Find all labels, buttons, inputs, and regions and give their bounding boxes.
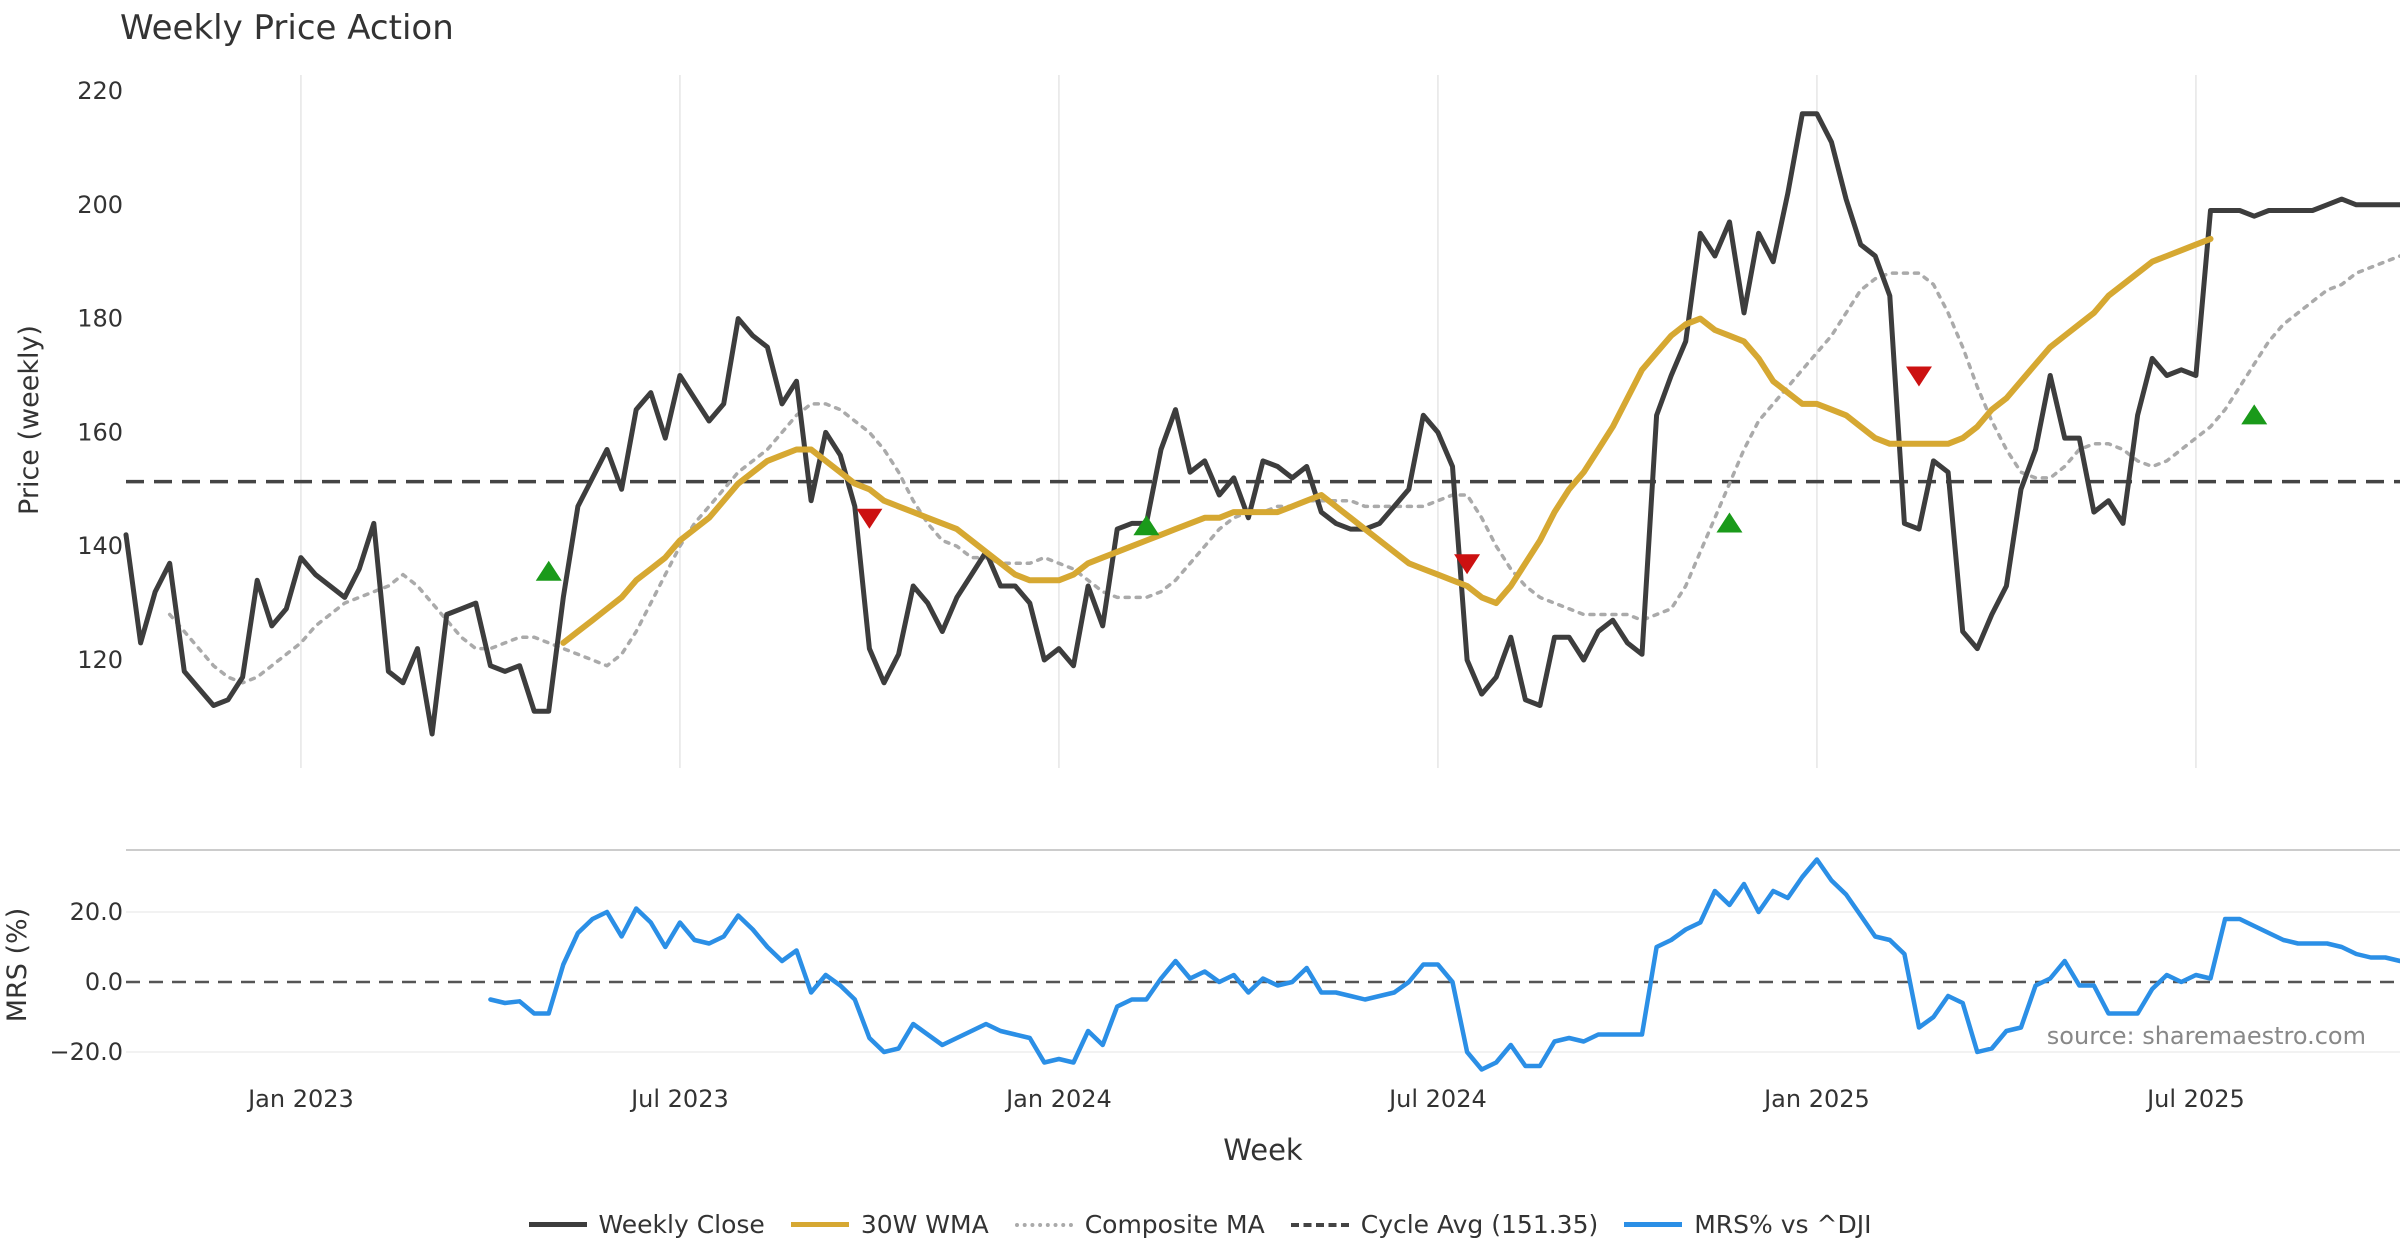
legend: Weekly Close 30W WMA Composite MA Cycle Avg… bbox=[0, 1210, 2400, 1239]
legend-item-mrs: MRS% vs ^DJI bbox=[1624, 1210, 1871, 1239]
legend-item-composite_ma: Composite MA bbox=[1014, 1210, 1265, 1239]
legend-swatch bbox=[1624, 1222, 1683, 1227]
y-tick-label: 140 bbox=[77, 532, 123, 560]
price-panel bbox=[123, 111, 2400, 737]
legend-label: Cycle Avg (151.35) bbox=[1360, 1210, 1599, 1239]
price-y-axis-label: Price (weekly) bbox=[14, 325, 45, 515]
y-tick-label: 120 bbox=[77, 646, 123, 674]
composite-ma-line bbox=[167, 254, 2400, 685]
y-tick-label: 200 bbox=[77, 191, 123, 219]
x-tick-label: Jul 2023 bbox=[629, 1085, 729, 1113]
y-tick-label: 220 bbox=[77, 77, 123, 105]
x-axis-label: Week bbox=[1223, 1133, 1303, 1167]
legend-swatch bbox=[528, 1222, 587, 1227]
mrs-line bbox=[488, 857, 2400, 1072]
x-tick-label: Jul 2024 bbox=[1387, 1085, 1487, 1113]
mrs-y-axis-label: MRS (%) bbox=[2, 908, 33, 1023]
legend-label: Composite MA bbox=[1084, 1210, 1265, 1239]
mrs-y-tick-label: −20.0 bbox=[49, 1038, 123, 1066]
source-note: source: sharemaestro.com bbox=[2047, 1022, 2366, 1050]
x-tick-label: Jan 2025 bbox=[1762, 1085, 1870, 1113]
y-tick-label: 180 bbox=[77, 305, 123, 333]
x-tick-label: Jul 2025 bbox=[2145, 1085, 2245, 1113]
mrs-y-tick-label: 20.0 bbox=[70, 898, 123, 926]
legend-label: MRS% vs ^DJI bbox=[1694, 1210, 1872, 1239]
buy-signal-marker bbox=[1716, 512, 1743, 533]
legend-item-wma_30w: 30W WMA bbox=[790, 1210, 989, 1239]
legend-item-cycle_avg: Cycle Avg (151.35) bbox=[1290, 1210, 1599, 1239]
axis-layer: Jan 2023 Jul 2023 Jan 2024 Jul 2024 Jan 2025… bbox=[2, 77, 2366, 1167]
buy-signal-marker bbox=[1133, 515, 1160, 536]
buy-signal-marker bbox=[535, 560, 562, 581]
x-tick-label: Jan 2024 bbox=[1004, 1085, 1112, 1113]
chart-title: Weekly Price Action bbox=[120, 8, 454, 48]
mrs-panel bbox=[126, 849, 2400, 1072]
grid-layer bbox=[126, 75, 2400, 1053]
buy-signal-marker bbox=[2241, 404, 2268, 425]
sell-signal-marker bbox=[856, 508, 883, 529]
legend-swatch bbox=[790, 1222, 849, 1227]
y-tick-label: 160 bbox=[77, 418, 123, 446]
legend-swatch bbox=[1290, 1222, 1349, 1227]
weekly-close-line bbox=[123, 111, 2400, 737]
mrs-y-tick-label: 0.0 bbox=[85, 968, 123, 996]
legend-item-weekly_close: Weekly Close bbox=[528, 1210, 765, 1239]
legend-label: Weekly Close bbox=[598, 1210, 765, 1239]
wma-30w-line bbox=[560, 235, 2214, 646]
legend-swatch bbox=[1014, 1222, 1073, 1227]
x-tick-label: Jan 2023 bbox=[246, 1085, 354, 1113]
sell-signal-marker bbox=[1905, 366, 1932, 387]
legend-label: 30W WMA bbox=[860, 1210, 989, 1239]
sell-signal-marker bbox=[1454, 554, 1481, 575]
